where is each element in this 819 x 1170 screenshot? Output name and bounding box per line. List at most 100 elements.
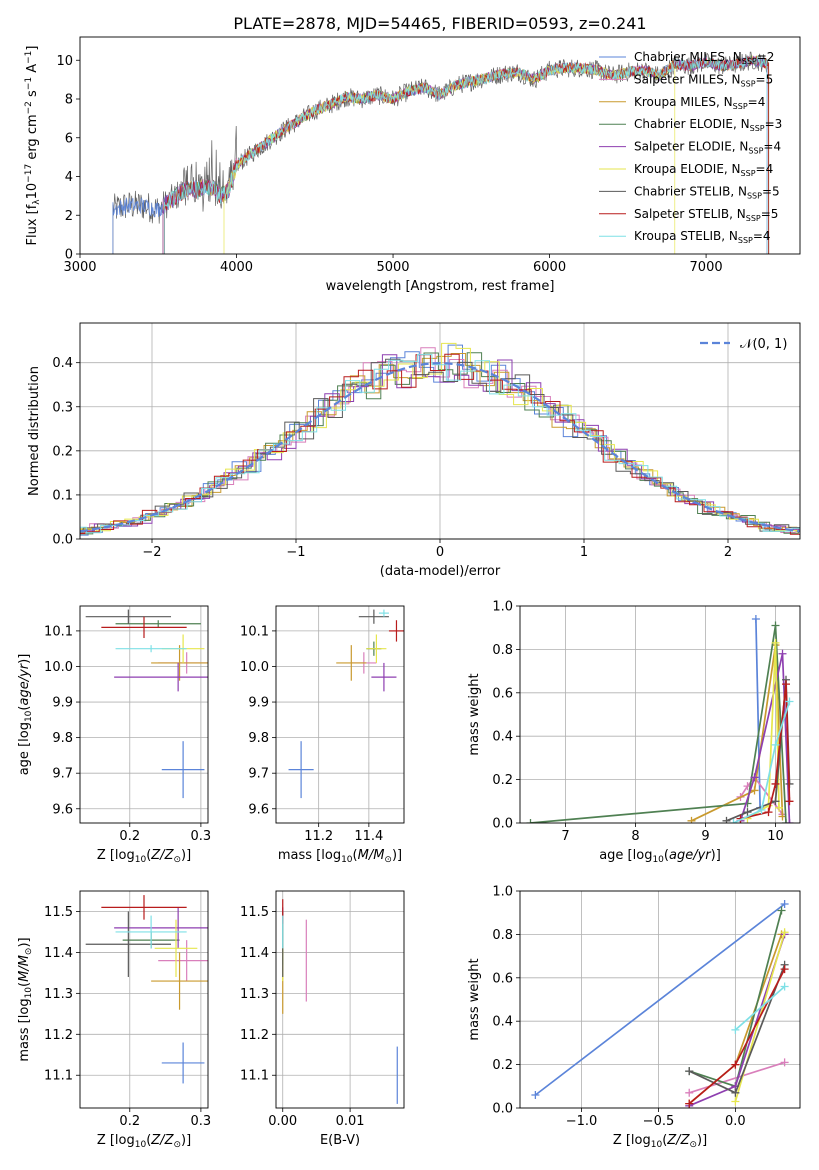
weight-marker [729, 819, 738, 823]
weight-marker [757, 805, 766, 814]
histogram-series [80, 353, 800, 535]
legend-label: Salpeter MILES, NSSP=5 [634, 72, 773, 88]
x-tick-label: 5000 [376, 260, 409, 275]
weight-marker [780, 1058, 789, 1067]
y-tick-label: 0.8 [492, 643, 513, 658]
mass-weight-vs-metallicity-panel: −1.0 −0.5 0.0 0.0 0.2 0.4 0.6 0.8 1.0 mass weight… [467, 885, 801, 1150]
legend-label: Salpeter ELODIE, NSSP=4 [634, 140, 781, 156]
histogram-steps [80, 342, 800, 536]
y-tick-label: 0.1 [52, 488, 73, 503]
x-axis-label: E(B-V) [320, 1133, 360, 1148]
y-tick-label: 0.6 [492, 686, 513, 701]
mass-vs-metallicity-panel: 0.2 0.3 11.1 11.2 11.3 11.4 11.5 Z [log10(Z/Z⊙)… [17, 890, 212, 1150]
x-axis-label: wavelength [Angstrom, rest frame] [326, 279, 555, 294]
error-bars [85, 895, 208, 1084]
x-tick-label: 10 [767, 829, 784, 844]
weight-series [733, 701, 791, 823]
y-axis-label: mass weight [467, 958, 482, 1040]
weight-marker [722, 816, 731, 823]
weight-marker [785, 797, 794, 806]
axes-frame [79, 890, 209, 1109]
weight-marker [771, 638, 780, 647]
histogram-series [80, 354, 800, 534]
weight-marker [751, 615, 760, 624]
weight-marker [785, 819, 794, 823]
weight-series [755, 618, 761, 808]
y-tick-label: 0.2 [492, 773, 513, 788]
weight-marker [731, 1097, 740, 1106]
axes-frame [519, 890, 801, 1109]
weight-marker [782, 819, 790, 823]
x-tick-label: 0.3 [191, 1114, 212, 1129]
y-tick-label: 11.4 [240, 946, 269, 961]
x-tick-label: 6000 [533, 260, 566, 275]
residual-histogram-panel: −2 −1 0 1 2 0.0 0.1 0.2 0.3 0.4 (data-model)/error… [27, 322, 801, 579]
error-bars [288, 609, 404, 799]
y-tick-label: 0.0 [492, 1102, 513, 1117]
weight-lines [526, 615, 794, 823]
legend-label: Kroupa MILES, NSSP=4 [634, 95, 765, 111]
weight-marker [685, 1067, 694, 1076]
weight-marker [782, 680, 790, 689]
y-tick-label: 0.4 [52, 356, 73, 371]
y-tick-label: 11.3 [240, 987, 269, 1002]
weight-marker [731, 1088, 740, 1097]
x-tick-label: 1 [580, 545, 588, 560]
y-axis-label: Normed distribution [27, 366, 42, 496]
y-tick-label: 11.3 [44, 987, 73, 1002]
x-axis-label: mass [log10(M/M⊙)] [278, 848, 402, 865]
figure-title: PLATE=2878, MJD=54465, FIBERID=0593, z=0… [233, 14, 646, 33]
y-tick-label: 9.6 [52, 802, 73, 817]
x-tick-label: 7 [561, 829, 569, 844]
weight-marker [687, 816, 696, 823]
weight-marker [771, 779, 780, 788]
x-tick-label: 0.00 [268, 1114, 297, 1129]
weight-marker [771, 621, 780, 630]
y-tick-label: 0.6 [492, 971, 513, 986]
y-tick-label: 9.7 [52, 767, 73, 782]
weight-marker [526, 819, 535, 823]
x-tick-label: −1.0 [566, 1114, 598, 1129]
y-tick-label: 1.0 [492, 600, 513, 615]
x-tick-label: −0.5 [643, 1114, 675, 1129]
axes-frame [275, 890, 405, 1109]
legend: Chabrier MILES, NSSP=2 Salpeter MILES, NS… [599, 50, 782, 245]
y-tick-label: 6 [65, 131, 73, 146]
y-axis-label: age [log10(age/yr)] [17, 654, 34, 776]
y-tick-label: 8 [65, 93, 73, 108]
weight-marker [771, 797, 780, 806]
weight-marker [731, 1025, 740, 1034]
weight-marker [780, 982, 789, 991]
weight-marker [780, 900, 789, 909]
y-tick-label: 11.1 [44, 1069, 73, 1084]
weight-marker [531, 1090, 540, 1099]
y-tick-label: 11.4 [44, 946, 73, 961]
y-tick-label: 9.9 [248, 696, 269, 711]
x-tick-label: 0.2 [119, 1114, 140, 1129]
weight-marker [743, 808, 752, 817]
y-tick-label: 10.0 [44, 660, 73, 675]
weight-marker [785, 697, 794, 706]
legend-label: 𝒩(0, 1) [740, 337, 787, 352]
x-tick-label: 0.0 [725, 1114, 746, 1129]
weight-lines [531, 900, 789, 1108]
weight-marker [771, 740, 780, 749]
y-tick-label: 0.2 [492, 1058, 513, 1073]
legend-label: Kroupa STELIB, NSSP=4 [634, 229, 771, 245]
y-tick-label: 9.8 [248, 731, 269, 746]
x-tick-label: 11.4 [354, 829, 383, 844]
weight-marker [750, 773, 759, 782]
error-bars [282, 899, 398, 1104]
weight-marker [685, 1099, 694, 1108]
error-bars [85, 609, 208, 799]
x-axis-label: Z [log10(Z/Z⊙)] [613, 1133, 707, 1150]
histogram-series [80, 352, 800, 535]
weight-marker [777, 906, 786, 915]
y-tick-label: 0.8 [492, 928, 513, 943]
y-tick-label: 0.3 [52, 400, 73, 415]
age-vs-mass-panel: 11.2 11.4 9.6 9.7 9.8 9.9 10.0 10.1 mass [log10(… [240, 605, 405, 865]
x-tick-label: 4000 [220, 260, 253, 275]
y-tick-label: 0 [65, 248, 73, 263]
legend-label: Kroupa ELODIE, NSSP=4 [634, 162, 773, 178]
y-axis-label: mass [log10(M/M⊙)] [17, 937, 34, 1061]
